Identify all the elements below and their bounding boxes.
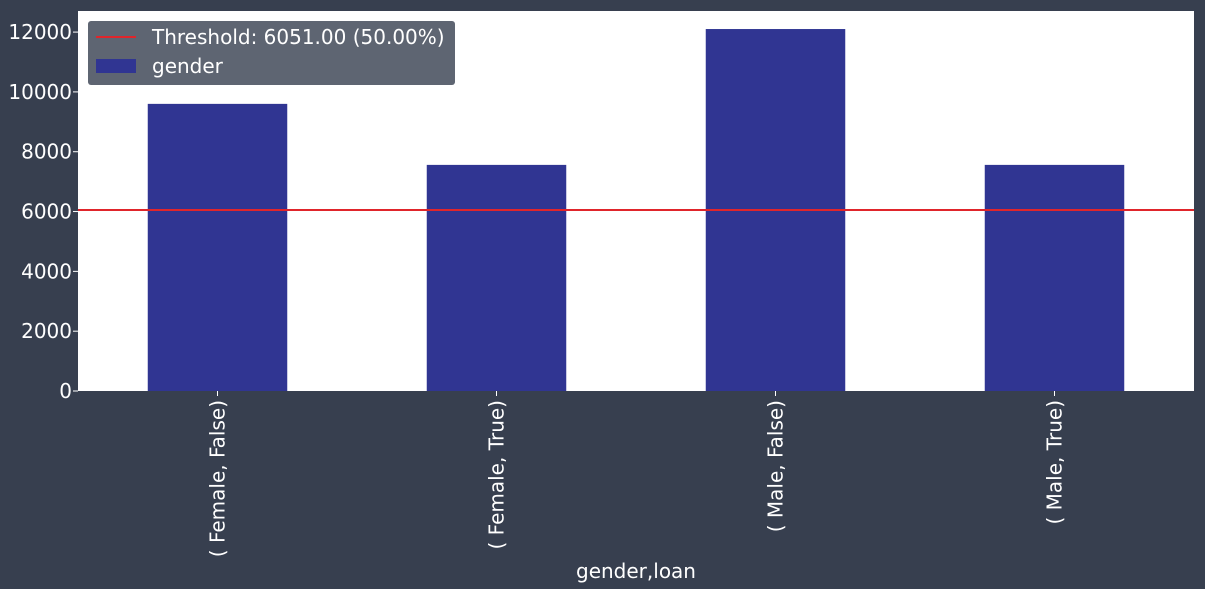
x-axis-title: gender,loan	[576, 559, 696, 583]
x-tick-label-0: ( Female, False)	[206, 400, 230, 557]
x-tick-label-1: ( Female, True)	[485, 400, 509, 549]
y-tick-label-5: 10000	[8, 80, 72, 104]
legend-box	[88, 21, 455, 85]
bar-0	[147, 103, 288, 391]
x-axis: ( Female, False) ( Female, True) ( Male, F…	[206, 391, 1067, 557]
y-tick-label-4: 8000	[21, 140, 72, 164]
legend: Threshold: 6051.00 (50.00%) gender	[88, 21, 455, 85]
bar-3	[984, 164, 1125, 391]
bars-layer	[147, 29, 1125, 391]
legend-gender-label: gender	[152, 54, 224, 78]
y-tick-label-3: 6000	[21, 200, 72, 224]
y-tick-label-6: 12000	[8, 20, 72, 44]
x-tick-label-2: ( Male, False)	[764, 400, 788, 532]
legend-threshold-label: Threshold: 6051.00 (50.00%)	[151, 25, 445, 49]
y-tick-label-2: 4000	[21, 259, 72, 283]
bar-1	[426, 164, 567, 391]
x-tick-label-3: ( Male, True)	[1043, 400, 1067, 525]
y-tick-label-0: 0	[59, 379, 72, 403]
y-tick-label-1: 2000	[21, 319, 72, 343]
y-axis: 0 2000 4000 6000 8000 10000 12000	[8, 20, 78, 403]
legend-gender-swatch	[96, 59, 136, 73]
